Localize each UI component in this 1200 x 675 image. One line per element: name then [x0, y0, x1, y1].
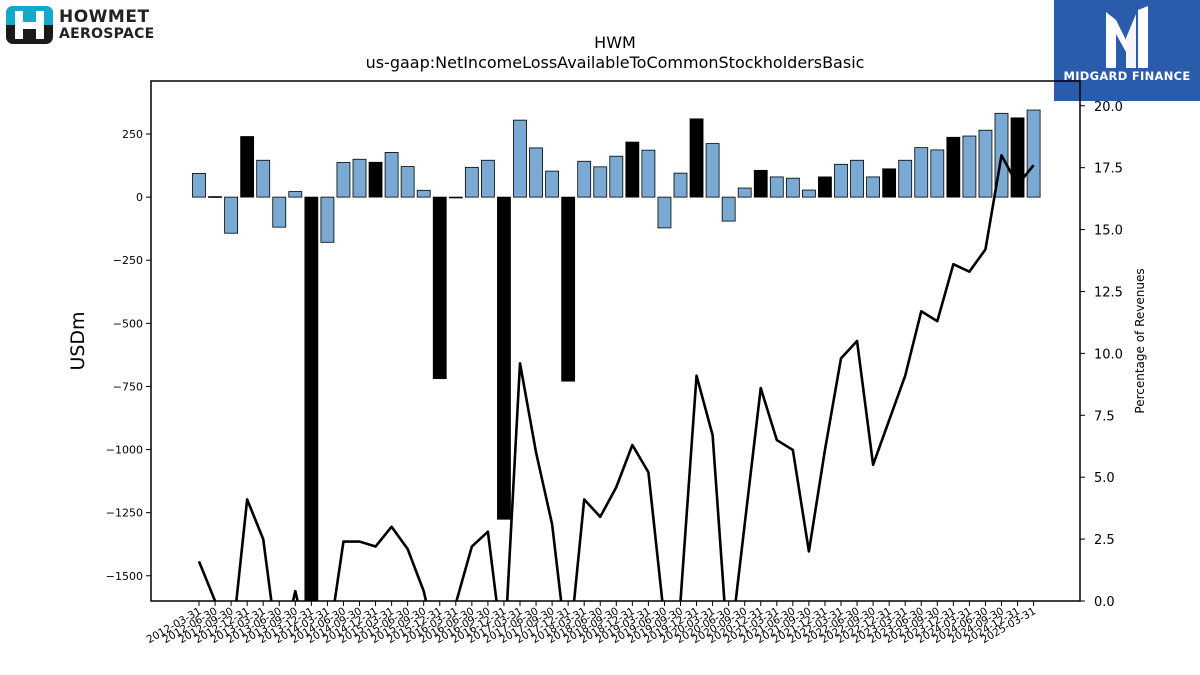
- y-axis-label: USDm: [67, 311, 89, 370]
- midgard-logo-text: MIDGARD FINANCE: [1063, 69, 1191, 83]
- quarter-bar: [1026, 109, 1041, 198]
- quarter-bar: [480, 159, 495, 198]
- quarter-bar: [288, 191, 303, 198]
- quarter-bar: [866, 176, 880, 198]
- y-tick-label: −1250: [106, 507, 143, 520]
- y-tick-label: 0: [136, 191, 143, 204]
- annual-bar: [561, 196, 576, 382]
- y-tick-label: −1000: [106, 444, 143, 457]
- annual-bar: [625, 141, 640, 198]
- y2-tick-label: 0.0: [1094, 595, 1115, 610]
- y-tick-label: −1500: [106, 570, 143, 583]
- quarter-bar: [416, 189, 431, 198]
- y2-tick-label: 17.5: [1094, 162, 1123, 177]
- quarter-bar: [914, 147, 929, 198]
- quarter-bar: [673, 172, 688, 198]
- quarter-bar: [384, 152, 399, 198]
- y-tick-label: −500: [113, 317, 143, 330]
- plot-frame: [150, 80, 1081, 602]
- quarter-bar: [577, 160, 592, 198]
- annual-bar: [304, 196, 319, 602]
- howmet-logo-line2: AEROSPACE: [59, 26, 155, 42]
- quarter-bar: [978, 129, 993, 198]
- quarter-bar: [352, 158, 367, 198]
- annual-bar: [882, 168, 897, 198]
- quarter-bar: [320, 196, 335, 243]
- quarter-bar: [256, 159, 271, 198]
- annual-bar: [368, 161, 383, 198]
- quarter-bar: [962, 135, 977, 198]
- quarter-bar: [192, 172, 206, 198]
- y2-tick-label: 7.5: [1094, 409, 1115, 424]
- annual-bar: [497, 196, 511, 520]
- y-tick-label: −250: [113, 254, 143, 267]
- y2-tick-label: 2.5: [1094, 533, 1115, 548]
- quarter-bar: [834, 163, 848, 198]
- quarter-bar: [721, 196, 736, 222]
- annual-bar: [753, 169, 768, 198]
- chart-title: HWM: [594, 33, 636, 52]
- quarter-bar: [785, 177, 800, 198]
- quarter-bar: [930, 149, 945, 198]
- quarter-bar: [769, 176, 784, 198]
- quarter-bar: [737, 187, 752, 198]
- annual-bar: [689, 118, 704, 198]
- y-tick-label: 250: [122, 128, 143, 141]
- y2-tick-label: 10.0: [1094, 347, 1123, 362]
- quarter-bar: [641, 149, 656, 198]
- quarter-bar: [336, 162, 351, 198]
- howmet-logo-line1: HOWMET: [59, 7, 150, 27]
- y-tick-label: −750: [113, 380, 143, 393]
- howmet-logo: HOWMET AEROSPACE: [6, 6, 176, 46]
- midgard-m-icon: [1106, 6, 1148, 68]
- y2-axis-label: Percentage of Revenues: [1133, 268, 1147, 413]
- quarter-bar: [224, 196, 239, 234]
- quarter-bar: [529, 147, 543, 198]
- quarter-bar: [208, 196, 222, 198]
- quarter-bar: [898, 159, 913, 198]
- y2-tick-label: 20.0: [1094, 100, 1123, 115]
- quarter-bar: [545, 170, 559, 198]
- howmet-h-icon: [6, 6, 53, 44]
- quarter-bar: [272, 196, 287, 228]
- quarter-bar: [705, 143, 720, 198]
- y2-tick-label: 12.5: [1094, 285, 1123, 300]
- annual-bar: [240, 136, 255, 198]
- quarter-bar: [802, 189, 816, 198]
- annual-bar: [432, 196, 447, 380]
- quarter-bar: [850, 159, 864, 198]
- quarter-bar: [513, 119, 527, 198]
- annual-bar: [946, 136, 961, 198]
- annual-bar: [818, 176, 832, 198]
- y2-tick-label: 5.0: [1094, 471, 1115, 486]
- quarter-bar: [400, 166, 415, 198]
- percentage-line: [197, 153, 1035, 601]
- quarter-bar: [464, 166, 479, 198]
- quarter-bar: [593, 166, 608, 198]
- quarter-bar: [657, 196, 672, 229]
- quarter-bar: [448, 196, 463, 199]
- y2-tick-label: 15.0: [1094, 224, 1123, 239]
- midgard-logo: MIDGARD FINANCE: [1054, 0, 1200, 101]
- quarter-bar: [609, 155, 624, 198]
- chart-subtitle: us-gaap:NetIncomeLossAvailableToCommonSt…: [366, 53, 865, 72]
